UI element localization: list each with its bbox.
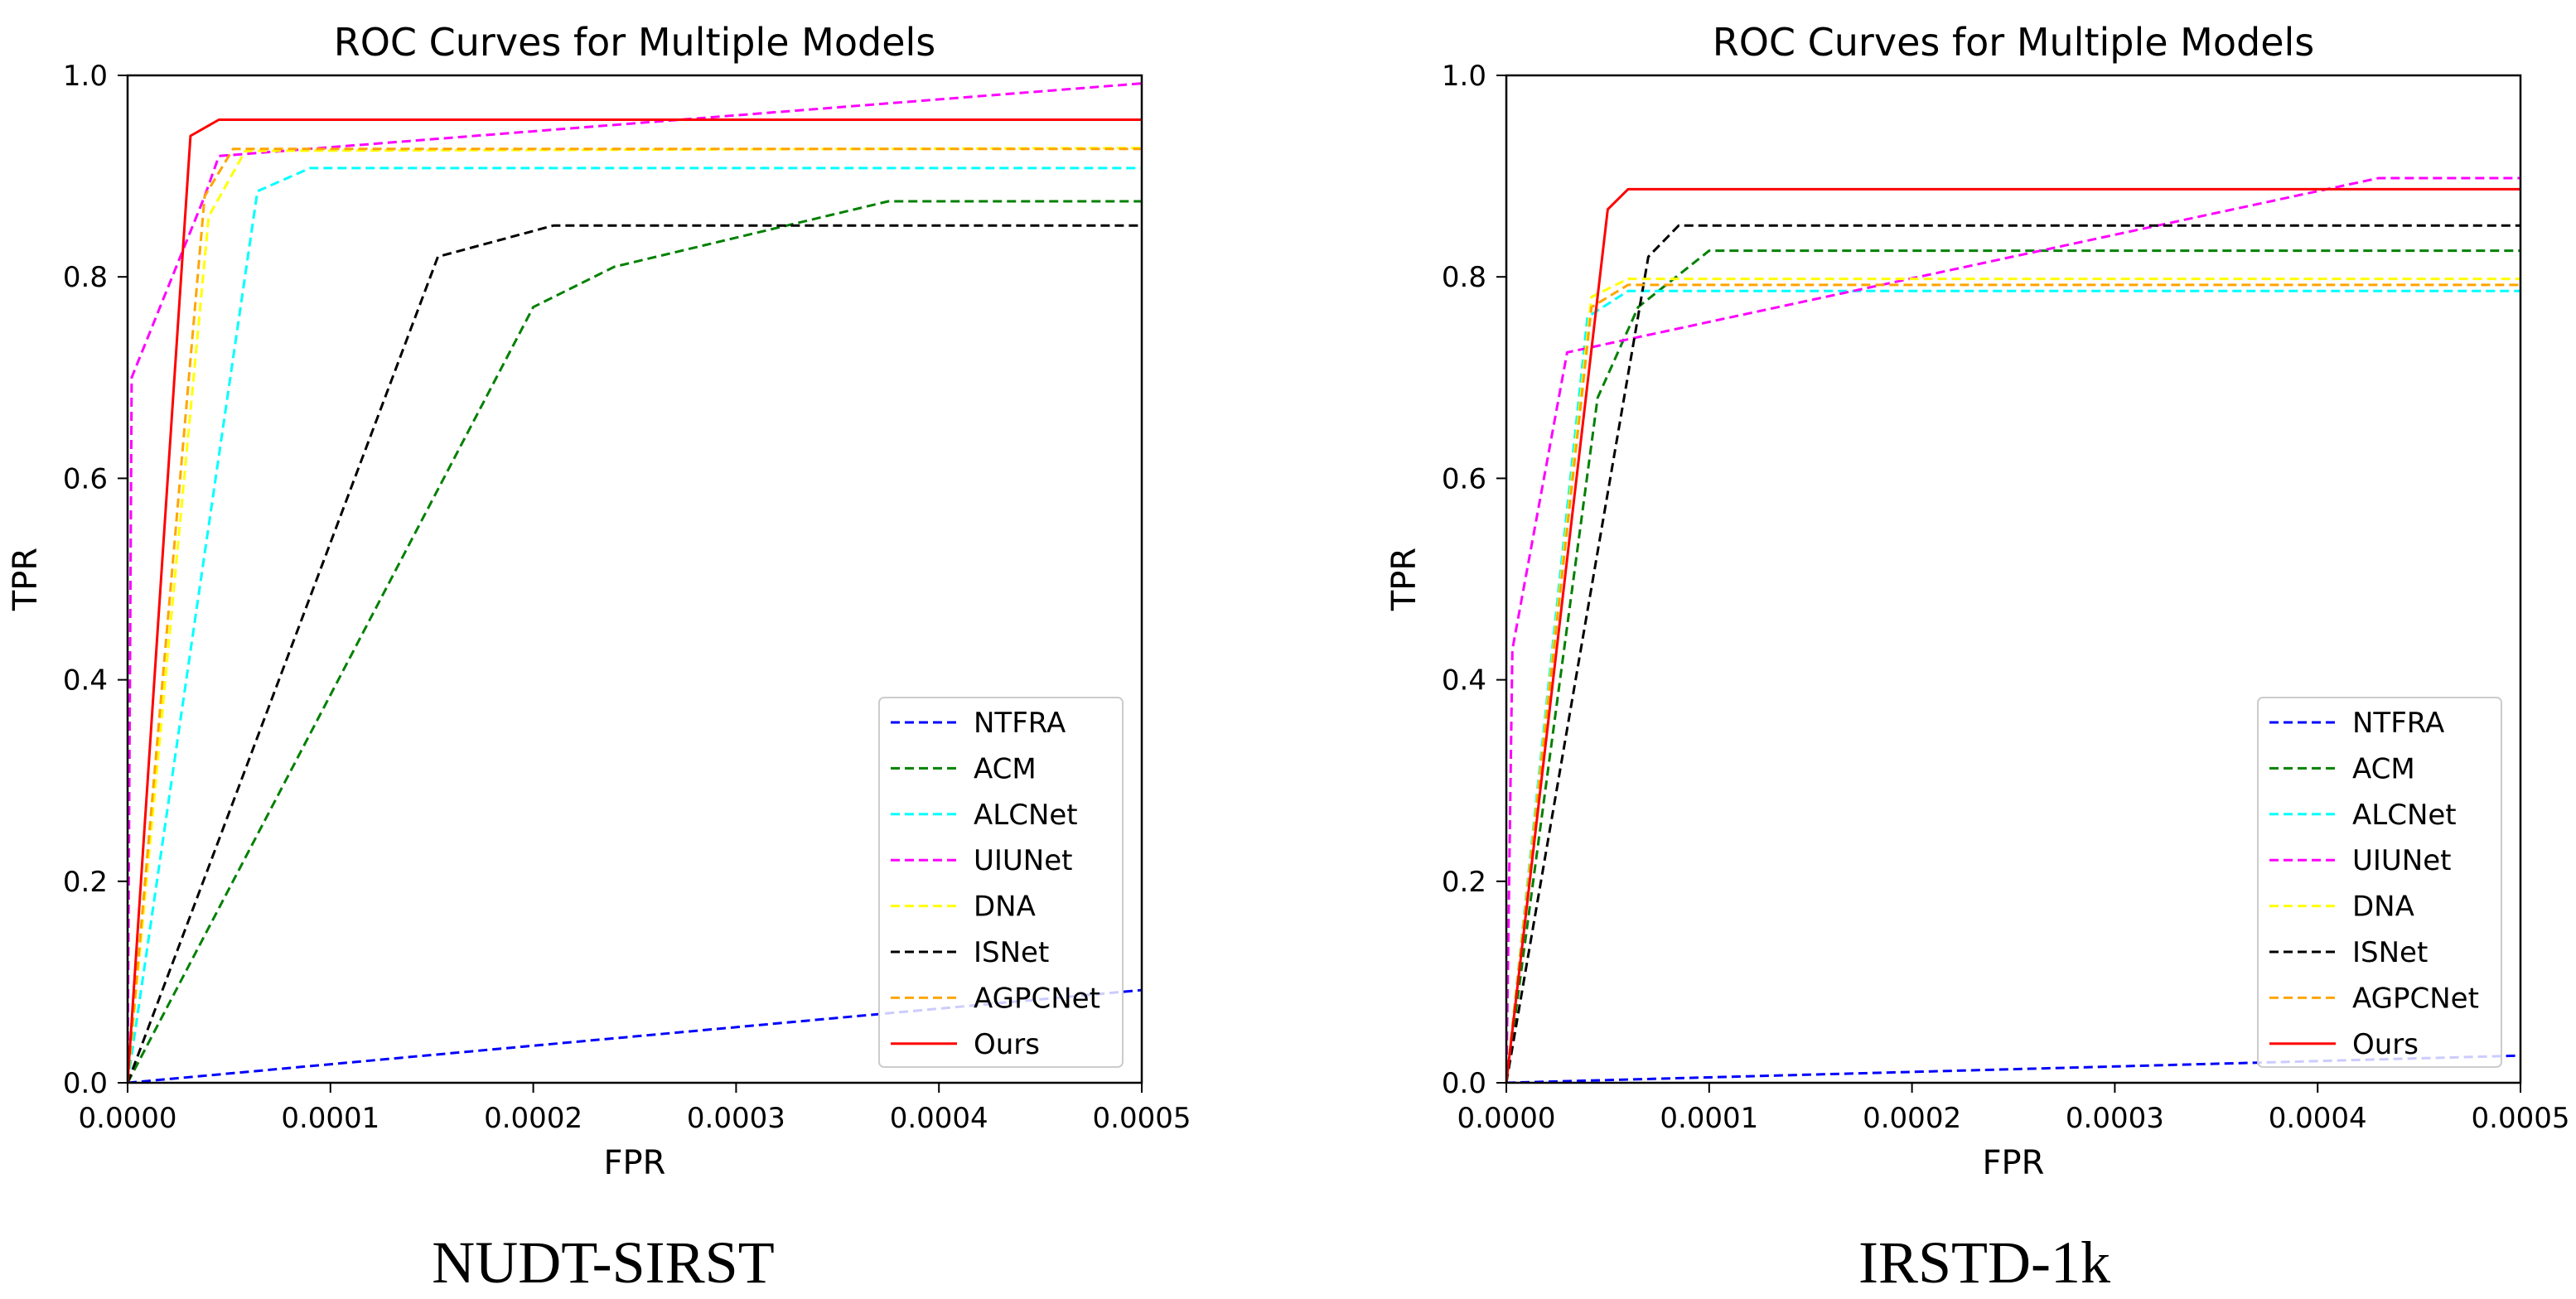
legend-label-ntfra: NTFRA (2352, 707, 2444, 740)
plot-frame (1505, 74, 2522, 1084)
series-line-acm (128, 200, 1142, 1083)
chart-title: ROC Curves for Multiple Models (1713, 20, 2315, 65)
x-tick-label: 0.0005 (1093, 1102, 1191, 1135)
legend-label-ntfra: NTFRA (974, 707, 1066, 740)
series-line-acm (1506, 249, 2520, 1083)
y-tick-label: 0.4 (63, 664, 108, 698)
legend-label-ours: Ours (974, 1028, 1040, 1061)
chart-title: ROC Curves for Multiple Models (334, 20, 936, 65)
x-tick-label: 0.0005 (2472, 1102, 2570, 1135)
y-tick-label: 0.6 (1442, 462, 1486, 495)
x-tick-label: 0.0001 (1660, 1102, 1758, 1135)
legend-label-acm: ACM (2352, 752, 2415, 785)
x-tick-label: 0.0002 (484, 1102, 582, 1135)
legend-label-isnet: ISNet (2352, 936, 2428, 969)
y-tick-label: 0.8 (1442, 261, 1486, 294)
y-tick-label: 0.6 (63, 462, 108, 495)
legend-label-acm: ACM (974, 752, 1037, 785)
panel-caption: IRSTD-1k (1858, 1229, 2110, 1296)
y-tick-label: 1.0 (63, 60, 108, 93)
series-line-uiunet (1506, 176, 2520, 1083)
legend-label-isnet: ISNet (974, 936, 1049, 969)
x-tick-label: 0.0004 (2269, 1102, 2367, 1135)
legend-label-uiunet: UIUNet (2352, 844, 2451, 877)
y-tick-label: 0.0 (63, 1067, 108, 1100)
y-tick-label: 0.2 (63, 866, 108, 899)
x-tick-label: 0.0001 (281, 1102, 379, 1135)
y-tick-label: 0.4 (1442, 664, 1486, 698)
x-tick-label: 0.0002 (1863, 1102, 1961, 1135)
x-tick-label: 0.0004 (890, 1102, 988, 1135)
x-tick-label: 0.0003 (687, 1102, 785, 1135)
series-group (1506, 176, 2520, 1083)
x-axis-label: FPR (1983, 1144, 2045, 1182)
legend-box (878, 697, 1124, 1068)
y-tick-label: 1.0 (1442, 60, 1486, 93)
legend-box (2257, 697, 2502, 1068)
legend-label-uiunet: UIUNet (974, 844, 1072, 877)
series-line-ours (1506, 187, 2520, 1083)
series-line-isnet (128, 224, 1142, 1083)
legend-label-ours: Ours (2352, 1028, 2419, 1061)
x-tick-label: 0.0000 (79, 1102, 177, 1135)
series-line-ours (128, 118, 1142, 1083)
legend-label-dna: DNA (974, 891, 1036, 924)
series-line-agpcnet (1506, 283, 2520, 1083)
y-axis-label: TPR (1385, 548, 1423, 611)
series-line-alcnet (128, 167, 1142, 1083)
y-tick-label: 0.2 (1442, 866, 1486, 899)
series-line-isnet (1506, 224, 2520, 1083)
legend-label-agpcnet: AGPCNet (974, 982, 1100, 1015)
x-axis-label: FPR (604, 1144, 666, 1182)
y-tick-label: 0.0 (1442, 1067, 1486, 1100)
panel-caption: NUDT-SIRST (432, 1229, 774, 1296)
x-tick-label: 0.0003 (2066, 1102, 2164, 1135)
series-line-dna (128, 147, 1142, 1083)
legend-label-dna: DNA (2352, 891, 2414, 924)
y-tick-label: 0.8 (63, 261, 108, 294)
x-tick-label: 0.0000 (1457, 1102, 1556, 1135)
series-line-uiunet (128, 82, 1142, 1083)
legend-label-alcnet: ALCNet (2352, 799, 2457, 832)
legend-label-agpcnet: AGPCNet (2352, 982, 2479, 1015)
y-axis-label: TPR (7, 548, 45, 611)
plot-frame (126, 74, 1143, 1084)
series-line-agpcnet (128, 147, 1142, 1083)
legend-label-alcnet: ALCNet (974, 799, 1078, 832)
